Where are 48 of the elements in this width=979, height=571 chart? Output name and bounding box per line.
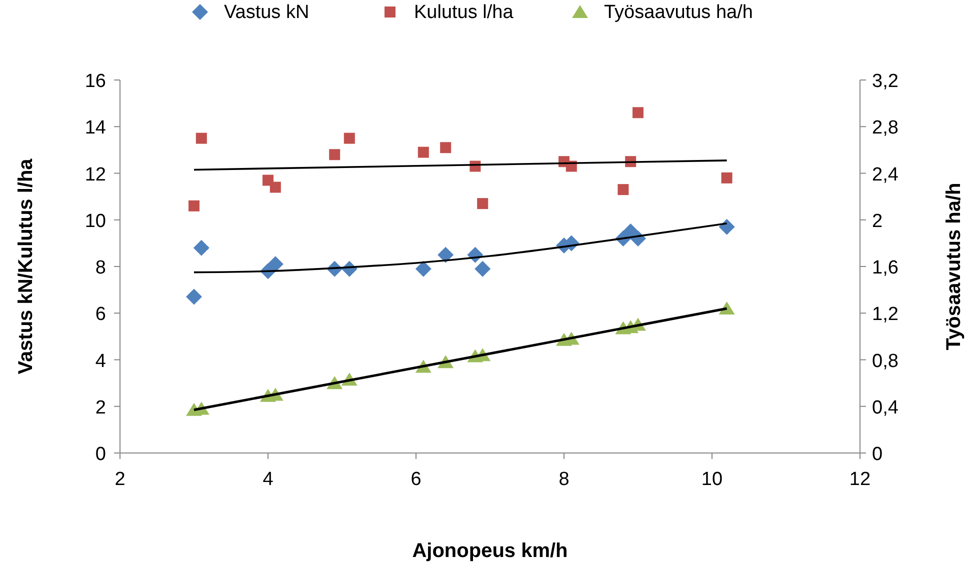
point [329,149,340,160]
y2-axis-title: Työsaavutus ha/h [943,182,965,350]
point [632,107,644,118]
y-tick-label: 12 [84,164,106,186]
y-tick-label: 16 [84,71,106,92]
y-tick-label: 0 [95,444,106,465]
x-axis-title: Ajonopeus km/h [412,540,568,562]
point [196,132,207,144]
x-tick-label: 4 [262,469,274,490]
y-axis-title: Vastus kN/Kulutus l/ha [15,158,37,374]
x-tick-label: 6 [410,469,422,490]
point [440,142,452,154]
point [618,184,629,196]
y-tick-label: 4 [95,350,106,372]
point [188,200,200,212]
y2-tick-label: 2,8 [872,118,898,139]
point [415,260,432,277]
x-tick-label: 2 [114,469,126,490]
point [718,218,735,235]
legend-label: Vastus kN [224,2,310,23]
point [438,246,454,263]
x-tick-label: 12 [849,469,871,490]
y2-tick-label: 3,2 [872,71,898,92]
point [193,240,210,256]
point [270,182,281,193]
y2-tick-label: 0,8 [872,350,898,372]
point [418,146,429,158]
y2-tick-label: 1,6 [872,258,898,278]
point [477,198,488,210]
y-tick-label: 8 [95,258,106,278]
y-tick-label: 2 [95,397,106,418]
y2-tick-label: 0,4 [872,397,899,418]
y2-tick-label: 1,2 [872,304,898,326]
y-tick-label: 6 [95,304,106,326]
point [186,288,202,305]
y-tick-label: 14 [84,118,106,139]
point [474,260,491,277]
point [267,256,284,272]
point [344,132,355,144]
y2-tick-label: 0 [872,444,883,465]
legend-label: Kulutus l/ha [414,2,514,23]
x-tick-label: 10 [701,469,723,490]
x-tick-label: 8 [558,469,570,490]
legend-label: Työsaavutus ha/h [604,2,753,23]
y2-tick-label: 2 [872,210,883,232]
y-tick-label: 10 [84,210,106,232]
y2-tick-label: 2,4 [872,164,899,186]
point [721,172,732,184]
